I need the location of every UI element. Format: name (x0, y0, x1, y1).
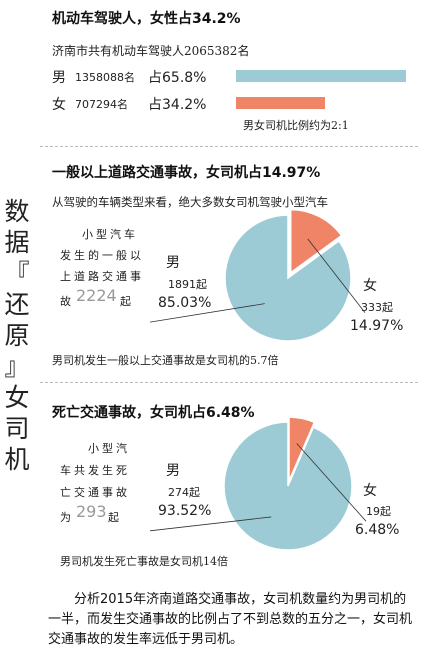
section3-desc-line-2: 车共发生死 (60, 464, 130, 477)
section2-subtitle: 从驾驶的车辆类型来看，绝大多数女司机驾驶小型汽车 (52, 195, 328, 209)
side-title-char-2: 『 (4, 259, 30, 288)
section3-desc-line-1: 小型汽 (88, 442, 130, 455)
side-title-char-3: 还 (4, 290, 30, 319)
section2-desc-prefix: 故 (60, 295, 74, 308)
section1-title: 机动车驾驶人，女性占34.2% (52, 11, 241, 27)
section2-desc-suffix: 起 (120, 295, 134, 308)
pie2-male-leader (149, 303, 265, 323)
section2-desc-line-2: 发生的一般以 (60, 249, 144, 262)
fatal-accident-pie-chart (149, 416, 367, 551)
female-label: 女 (52, 97, 66, 113)
section2-desc-line-1: 小型汽车 (82, 228, 138, 241)
pie3-male-pct: 93.52% (158, 503, 212, 519)
section3-desc-suffix: 起 (108, 511, 122, 524)
pie2-male-slice (224, 214, 352, 342)
side-title-char-8: 机 (4, 445, 30, 474)
female-driver-share: 占34.2% (148, 97, 207, 113)
side-title-char-6: 女 (4, 383, 30, 412)
pie3-male-label: 男 (166, 463, 180, 479)
pie3-female-leader (296, 443, 367, 522)
pie3-male-leader (149, 516, 272, 532)
section3-desc-prefix: 为 (60, 511, 74, 524)
section2-title: 一般以上道路交通事故，女司机占14.97% (52, 165, 321, 181)
pie2-female-pct: 14.97% (350, 318, 404, 334)
footer-analysis: 分析2015年济南道路交通事故，女司机数量约为男司机的一半，而发生交通事故的比例… (48, 590, 414, 650)
male-driver-share: 占65.8% (148, 70, 207, 86)
section3-title: 死亡交通事故，女司机占6.48% (52, 405, 255, 421)
pie3-female-count: 19起 (366, 505, 391, 518)
side-title-char-0: 数 (4, 197, 30, 226)
pie2-female-label: 女 (363, 278, 377, 294)
pie3-male-count: 274起 (168, 486, 200, 499)
male-label: 男 (52, 70, 66, 86)
side-title-char-1: 据 (4, 228, 30, 257)
section1-subtitle: 济南市共有机动车驾驶人2065382名 (52, 44, 250, 58)
male-driver-bar (236, 70, 406, 82)
pie2-female-count: 333起 (361, 301, 393, 314)
pie2-female-slice (289, 208, 343, 275)
side-title-char-5: 』 (4, 352, 30, 381)
pie2-male-count: 1891起 (168, 278, 207, 291)
section2-note: 男司机发生一般以上交通事故是女司机的5.7倍 (52, 354, 279, 367)
section3-total-number: 293 (76, 502, 107, 521)
pie2-female-leader (307, 238, 366, 313)
side-title: 数据『还原』女司机 (2, 196, 32, 475)
divider-2 (40, 382, 418, 383)
ratio-note: 男女司机比例约为2:1 (243, 119, 349, 132)
pie3-female-pct: 6.48% (355, 522, 400, 538)
pie2-male-label: 男 (166, 255, 180, 271)
pie2-male-pct: 85.03% (158, 295, 212, 311)
side-title-char-4: 原 (4, 321, 30, 350)
pie3-female-label: 女 (363, 483, 377, 499)
accident-pie-chart (149, 208, 366, 342)
male-driver-count: 1358088名 (75, 71, 135, 84)
footer-text: 分析2015年济南道路交通事故，女司机数量约为男司机的一半，而发生交通事故的比例… (48, 592, 413, 647)
side-title-char-7: 司 (4, 414, 30, 443)
female-driver-bar (236, 97, 325, 109)
section2-total-number: 2224 (76, 286, 117, 305)
female-driver-count: 707294名 (75, 98, 128, 111)
section3-note: 男司机发生死亡事故是女司机14倍 (60, 555, 228, 568)
section3-desc-line-3: 亡交通事故 (60, 486, 130, 499)
divider-1 (40, 146, 418, 147)
pie3-male-slice (223, 421, 353, 551)
section2-desc-line-3: 上道路交通事 (60, 270, 144, 283)
